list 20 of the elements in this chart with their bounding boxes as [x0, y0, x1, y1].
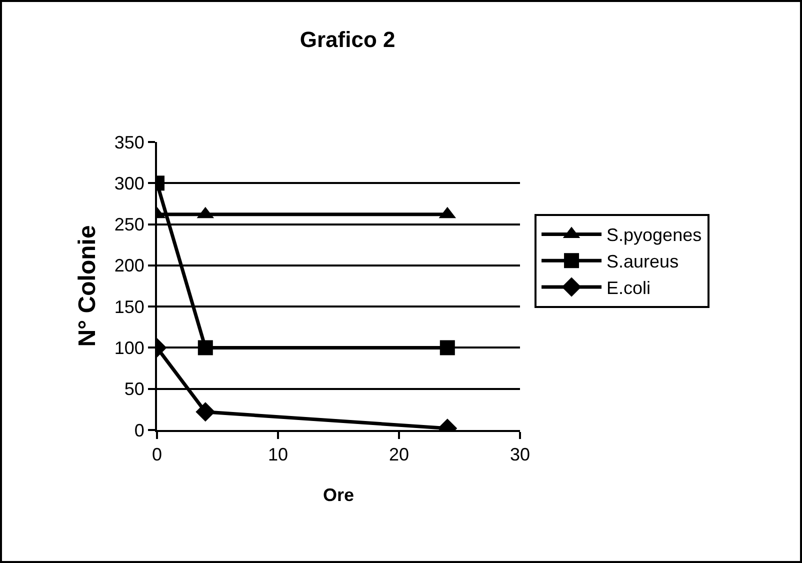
chart-title: Grafico 2 [300, 27, 396, 52]
y-axis-title: N° Colonie [74, 225, 101, 347]
legend-label: E.coli [606, 278, 651, 298]
point [440, 340, 455, 356]
x-tick-label: 30 [510, 444, 530, 465]
y-tick-label: 50 [124, 379, 144, 400]
y-tick-label: 100 [114, 338, 144, 358]
y-tick-label: 350 [114, 132, 144, 152]
legend-label: S.aureus [606, 252, 679, 272]
y-tick-label: 150 [114, 296, 144, 317]
y-tick-label: 0 [134, 420, 144, 440]
y-tick-label: 250 [114, 214, 144, 235]
y-tick-label: 300 [114, 173, 144, 194]
x-tick-label: 20 [388, 444, 410, 465]
legend-label: S.pyogenes [606, 225, 702, 246]
y-tick-label: 200 [114, 256, 144, 276]
x-tick-label: 0 [152, 444, 162, 465]
x-tick-label: 10 [268, 444, 288, 465]
x-axis-title: Ore [322, 485, 354, 506]
point [198, 340, 213, 356]
